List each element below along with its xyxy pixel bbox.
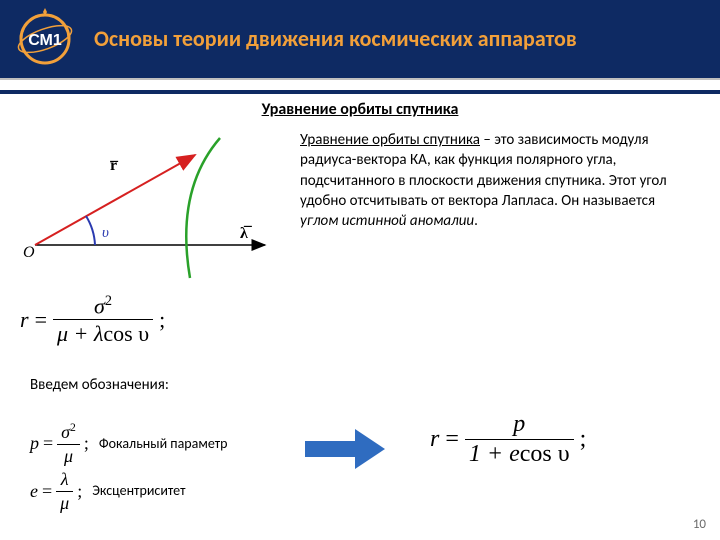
slide-header: СМ1 Основы теории движения космических а… bbox=[0, 0, 720, 78]
def-e-row: e = λ μ ; Эксцентриситет bbox=[30, 470, 222, 513]
f1-fraction: σ2 μ + λcos υ bbox=[53, 294, 153, 346]
definition-body-2: . bbox=[474, 212, 478, 230]
def-e-label: Эксцентриситет bbox=[92, 483, 222, 499]
f2-den-2: cos υ bbox=[520, 441, 570, 467]
angle-arc bbox=[86, 216, 95, 245]
def-e-lhs: e bbox=[30, 481, 38, 502]
def-p-tail: ; bbox=[84, 433, 89, 454]
f1-num: σ bbox=[94, 293, 105, 318]
logo-text: СМ1 bbox=[28, 32, 62, 49]
f1-den-1: μ + λ bbox=[57, 321, 103, 346]
lambda-label: λ̅ bbox=[240, 224, 253, 242]
f1-tail: ; bbox=[159, 307, 165, 333]
orbit-diagram: O r̅ λ̅ υ bbox=[20, 130, 280, 280]
def-p-num: σ bbox=[61, 422, 70, 442]
orbit-curve bbox=[186, 138, 220, 278]
def-e-formula: e = λ μ ; bbox=[30, 470, 82, 513]
definition-term: углом истинной аномалии bbox=[300, 212, 474, 230]
formula-result: r = p 1 + ecos υ ; bbox=[430, 412, 586, 467]
f1-lhs: r bbox=[20, 307, 29, 333]
intro-label: Введем обозначения: bbox=[30, 376, 170, 395]
f2-lhs: r bbox=[430, 426, 439, 453]
r-label: r̅ bbox=[109, 157, 119, 174]
f2-den-1: 1 + e bbox=[469, 441, 520, 467]
def-e-tail: ; bbox=[77, 481, 82, 502]
logo: СМ1 bbox=[10, 4, 80, 74]
f2-tail: ; bbox=[580, 426, 587, 453]
page-title: Основы теории движения космических аппар… bbox=[94, 26, 577, 52]
f1-den-2: cos υ bbox=[103, 321, 149, 346]
origin-label: O bbox=[23, 244, 35, 261]
def-p-den: μ bbox=[60, 447, 77, 466]
content-area: Уравнение орбиты спутника O r̅ λ̅ υ Урав… bbox=[0, 94, 720, 540]
subtitle: Уравнение орбиты спутника bbox=[0, 100, 720, 119]
def-e-eq: = bbox=[42, 481, 52, 502]
angle-label: υ bbox=[102, 225, 109, 241]
f2-num: p bbox=[509, 412, 529, 437]
f2-eq: = bbox=[445, 426, 459, 453]
logo-badge-icon: СМ1 bbox=[14, 8, 76, 70]
def-p-eq: = bbox=[43, 433, 53, 454]
page-number: 10 bbox=[693, 517, 706, 532]
header-rule bbox=[0, 78, 720, 94]
def-e-den: μ bbox=[56, 494, 73, 513]
f2-fraction: p 1 + ecos υ bbox=[465, 412, 574, 467]
def-p-lhs: p bbox=[30, 433, 39, 454]
def-p-label: Фокальный параметр bbox=[99, 436, 229, 452]
implies-arrow-icon bbox=[300, 424, 390, 474]
f1-eq: = bbox=[35, 307, 47, 333]
def-p-num-sup: 2 bbox=[70, 421, 76, 434]
def-e-num: λ bbox=[57, 470, 73, 489]
definition-lead: Уравнение орбиты спутника bbox=[300, 131, 480, 149]
definition-text: Уравнение орбиты спутника – это зависимо… bbox=[300, 130, 695, 231]
def-p-row: p = σ2 μ ; Фокальный параметр bbox=[30, 422, 229, 466]
def-p-formula: p = σ2 μ ; bbox=[30, 422, 89, 466]
formula-main: r = σ2 μ + λcos υ ; bbox=[20, 294, 165, 346]
f1-num-sup: 2 bbox=[105, 293, 112, 309]
